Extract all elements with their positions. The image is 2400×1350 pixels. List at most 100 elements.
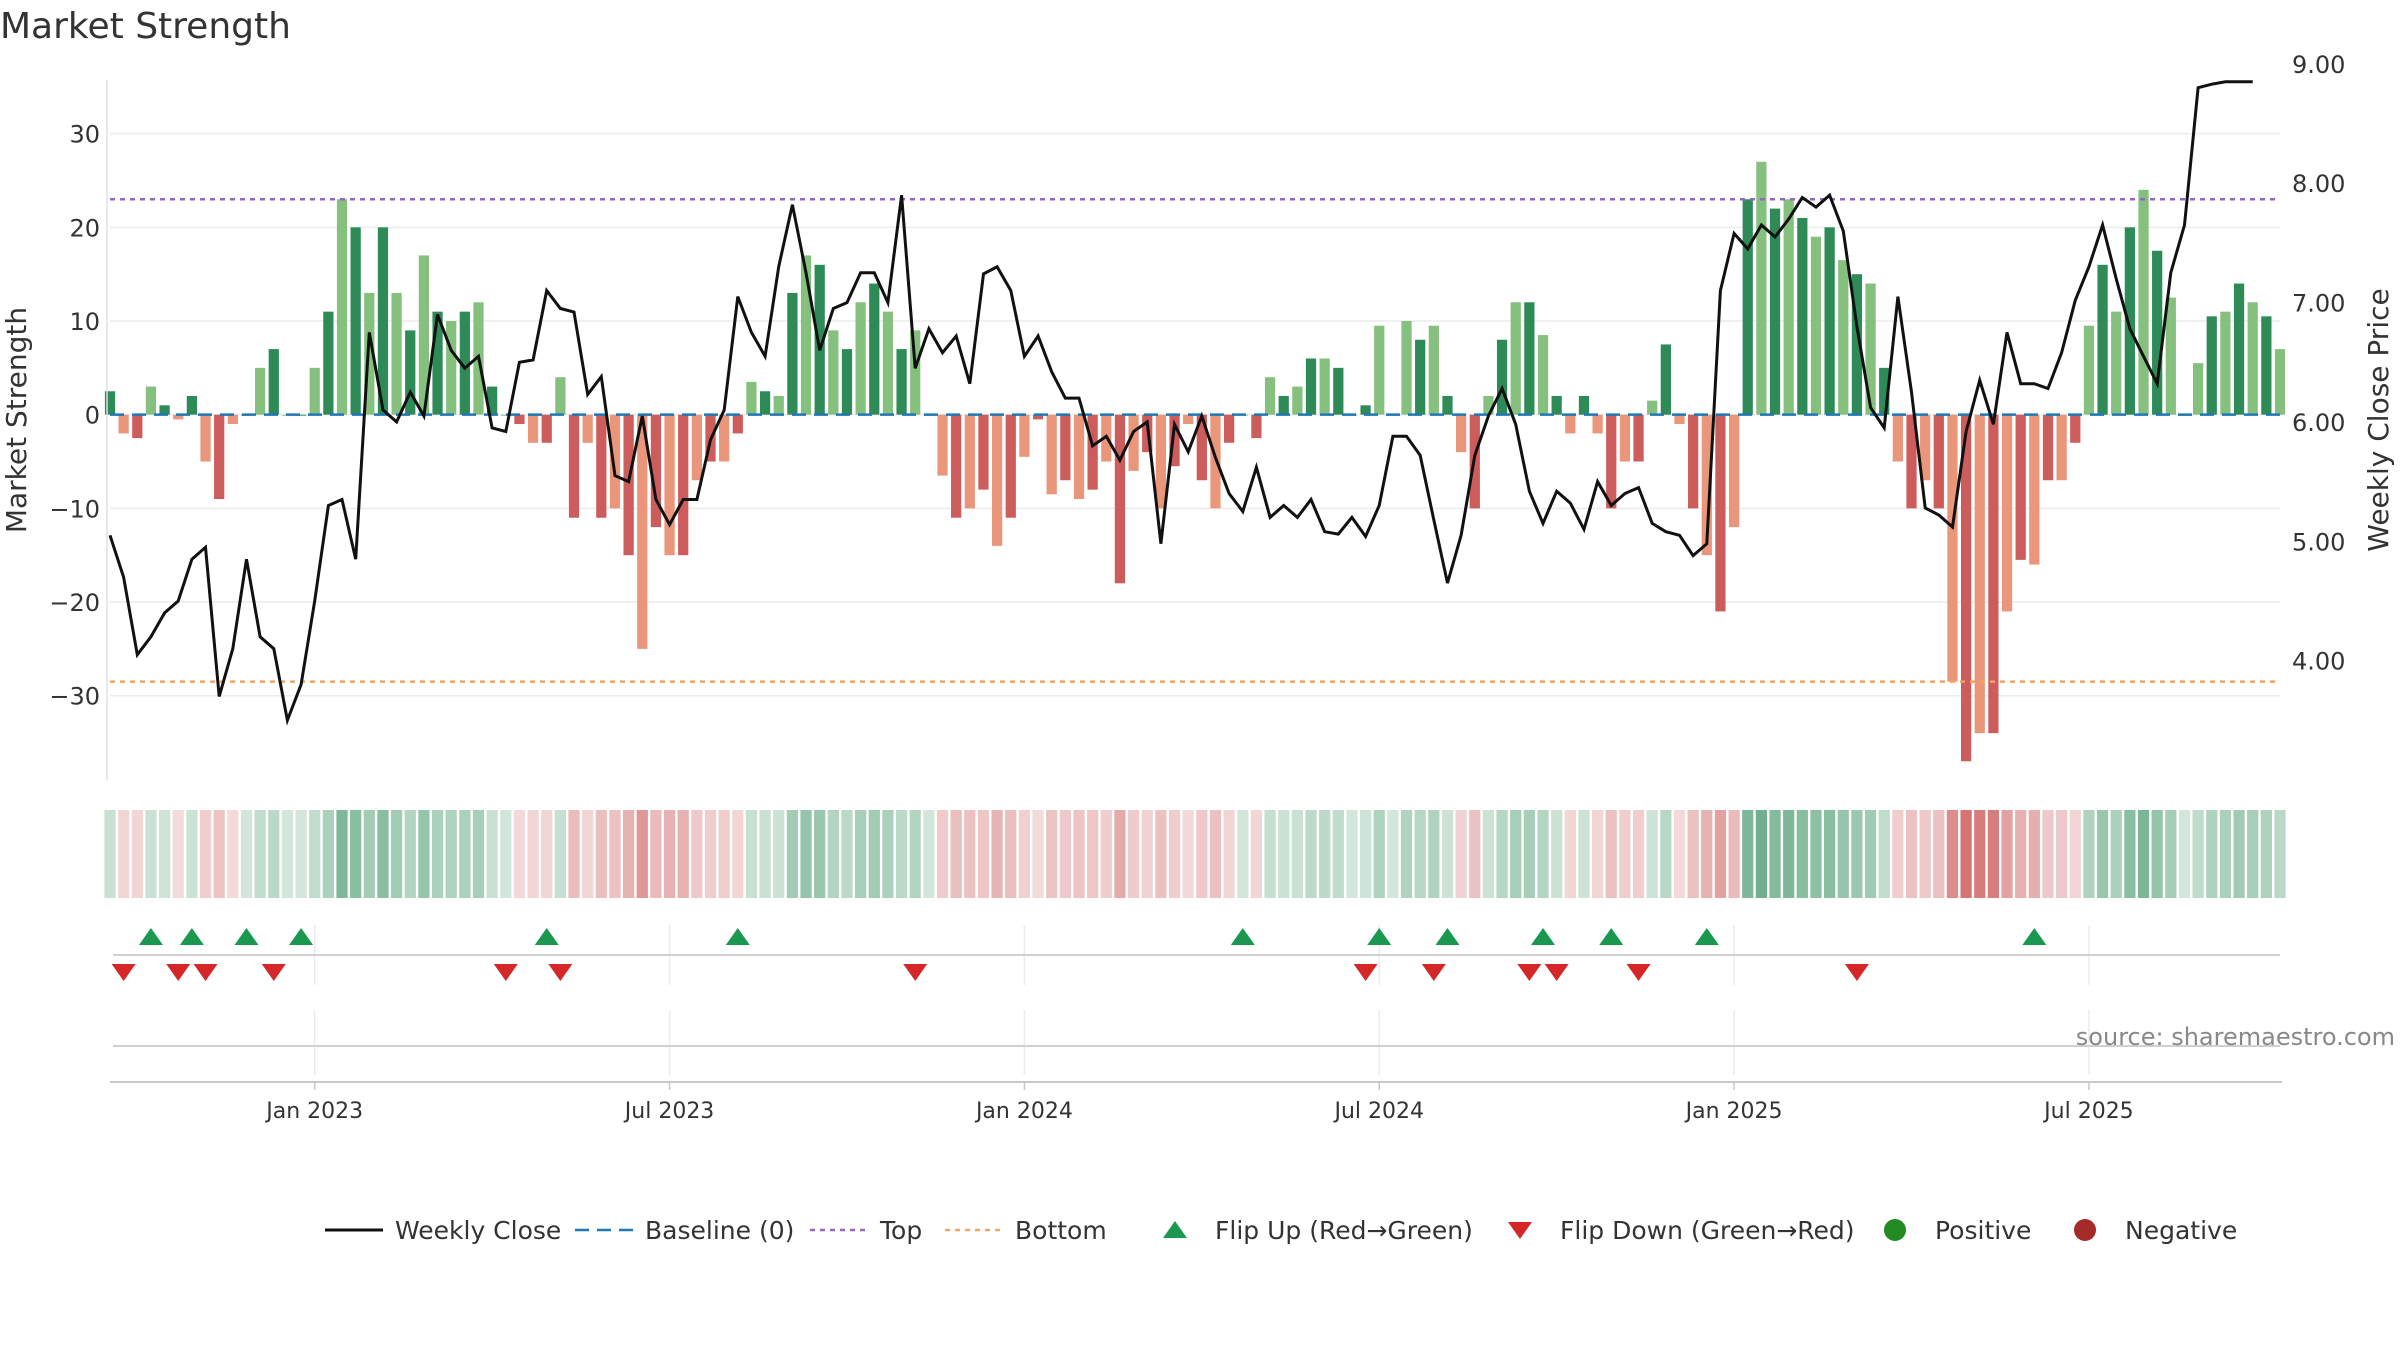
strength-bar bbox=[991, 414, 1003, 546]
strength-bar bbox=[132, 414, 143, 439]
heat-cell bbox=[1919, 810, 1931, 898]
legend-label: Negative bbox=[2125, 1216, 2237, 1245]
flip-up-marker bbox=[1367, 928, 1392, 945]
x-tick-label: Jul 2023 bbox=[623, 1099, 715, 1124]
strength-bar bbox=[1456, 414, 1467, 453]
heat-cell bbox=[1783, 810, 1795, 898]
strength-bar bbox=[896, 349, 907, 415]
x-tick-label: Jan 2023 bbox=[264, 1099, 363, 1124]
heat-cell bbox=[1087, 810, 1099, 898]
strength-bar bbox=[582, 414, 593, 443]
heat-cell bbox=[404, 810, 416, 898]
strength-bar bbox=[1305, 358, 1317, 415]
flip-up-marker bbox=[725, 928, 750, 945]
heat-cell bbox=[1905, 810, 1918, 898]
y-axis-label-left: Market Strength bbox=[0, 307, 33, 533]
heat-cell bbox=[1523, 810, 1535, 898]
heat-cell bbox=[964, 810, 976, 898]
heat-cell bbox=[1823, 810, 1836, 898]
strength-bar bbox=[1824, 227, 1835, 415]
strength-bar bbox=[800, 255, 812, 415]
strength-bar bbox=[1333, 367, 1344, 415]
y-tick-label-right: 5.00 bbox=[2292, 528, 2345, 556]
heat-cell bbox=[1250, 810, 1263, 898]
heat-cell bbox=[1196, 810, 1208, 898]
heat-cell bbox=[1073, 810, 1085, 898]
strength-bar bbox=[186, 395, 198, 415]
strength-bar bbox=[1592, 414, 1603, 434]
flip-up-marker bbox=[289, 928, 314, 945]
strength-bar bbox=[2097, 264, 2108, 415]
heat-cell bbox=[636, 810, 648, 898]
y-tick-label-right: 7.00 bbox=[2292, 290, 2345, 318]
strength-bar bbox=[1442, 395, 1453, 415]
legend-label: Baseline (0) bbox=[645, 1216, 794, 1245]
strength-bar bbox=[1278, 395, 1289, 415]
legend-swatch bbox=[1508, 1222, 1532, 1239]
heat-cell bbox=[500, 810, 512, 898]
heat-cell bbox=[732, 810, 744, 898]
strength-bar bbox=[978, 414, 989, 490]
heat-cell bbox=[1564, 810, 1576, 898]
heat-cell bbox=[1209, 810, 1222, 898]
strength-bar bbox=[2056, 414, 2067, 481]
flip-down-marker bbox=[261, 964, 286, 981]
heat-cell bbox=[855, 810, 867, 898]
chart-title: Market Strength bbox=[0, 6, 291, 47]
strength-bar bbox=[1851, 274, 1863, 415]
heat-cell bbox=[363, 810, 375, 898]
strength-bar bbox=[1524, 302, 1535, 415]
strength-bar bbox=[2111, 311, 2122, 415]
strength-bar bbox=[1196, 414, 1207, 481]
flip-down-marker bbox=[1626, 964, 1651, 981]
strength-bar bbox=[650, 414, 662, 528]
strength-bar bbox=[555, 377, 566, 415]
strength-bar bbox=[227, 414, 238, 425]
heat-cell bbox=[2001, 810, 2013, 898]
strength-bar bbox=[1565, 414, 1576, 434]
legend-item-negative: Negative bbox=[2074, 1216, 2237, 1245]
heat-cell bbox=[1892, 810, 1904, 898]
strength-bar bbox=[910, 330, 921, 415]
heat-cell bbox=[1619, 810, 1631, 898]
heat-cell bbox=[2260, 810, 2272, 898]
y-axis-label-right: Weekly Close Price bbox=[2362, 288, 2395, 551]
strength-bar bbox=[1073, 414, 1085, 499]
heat-cell bbox=[527, 810, 539, 898]
heat-cell bbox=[1851, 810, 1863, 898]
heat-cell bbox=[882, 810, 894, 898]
strength-bar bbox=[1674, 414, 1685, 425]
heat-cell bbox=[2206, 810, 2218, 898]
heat-cell bbox=[513, 810, 526, 898]
flip-down-marker bbox=[1353, 964, 1378, 981]
strength-bar bbox=[1510, 302, 1521, 415]
heat-cell bbox=[582, 810, 594, 898]
heat-cell bbox=[1837, 810, 1849, 898]
strength-bar bbox=[446, 321, 457, 415]
heat-cell bbox=[773, 810, 785, 898]
strength-bar bbox=[487, 386, 498, 415]
heat-cell bbox=[1278, 810, 1290, 898]
strength-bar bbox=[2206, 316, 2217, 415]
legend-item-flip_up: Flip Up (Red→Green) bbox=[1163, 1216, 1473, 1245]
heat-cell bbox=[1496, 810, 1508, 898]
heat-cell bbox=[1701, 810, 1713, 898]
strength-bar bbox=[1606, 414, 1617, 509]
heat-cell bbox=[2219, 810, 2232, 898]
heat-cell bbox=[936, 810, 949, 898]
heat-cell bbox=[486, 810, 498, 898]
heat-cell bbox=[336, 810, 348, 898]
heat-cell bbox=[1810, 810, 1822, 898]
strength-bar bbox=[2001, 414, 2013, 612]
strength-bar bbox=[2192, 363, 2204, 415]
legend-item-baseline: Baseline (0) bbox=[575, 1216, 794, 1245]
legend-label: Top bbox=[879, 1216, 922, 1245]
heat-cell bbox=[418, 810, 430, 898]
strength-bar bbox=[2070, 414, 2081, 443]
heat-cell bbox=[1987, 810, 2000, 898]
strength-bar bbox=[541, 414, 552, 443]
strength-bar bbox=[1865, 283, 1876, 415]
heat-cell bbox=[554, 810, 567, 898]
heat-cell bbox=[227, 810, 239, 898]
heat-cell bbox=[909, 810, 921, 898]
